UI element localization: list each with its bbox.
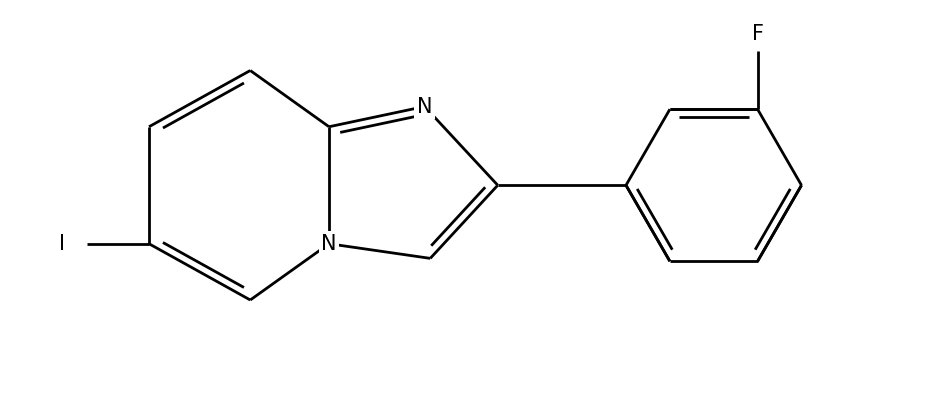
Text: I: I	[59, 234, 65, 254]
Text: N: N	[416, 97, 432, 116]
Text: F: F	[751, 24, 763, 44]
Text: N: N	[321, 234, 337, 254]
